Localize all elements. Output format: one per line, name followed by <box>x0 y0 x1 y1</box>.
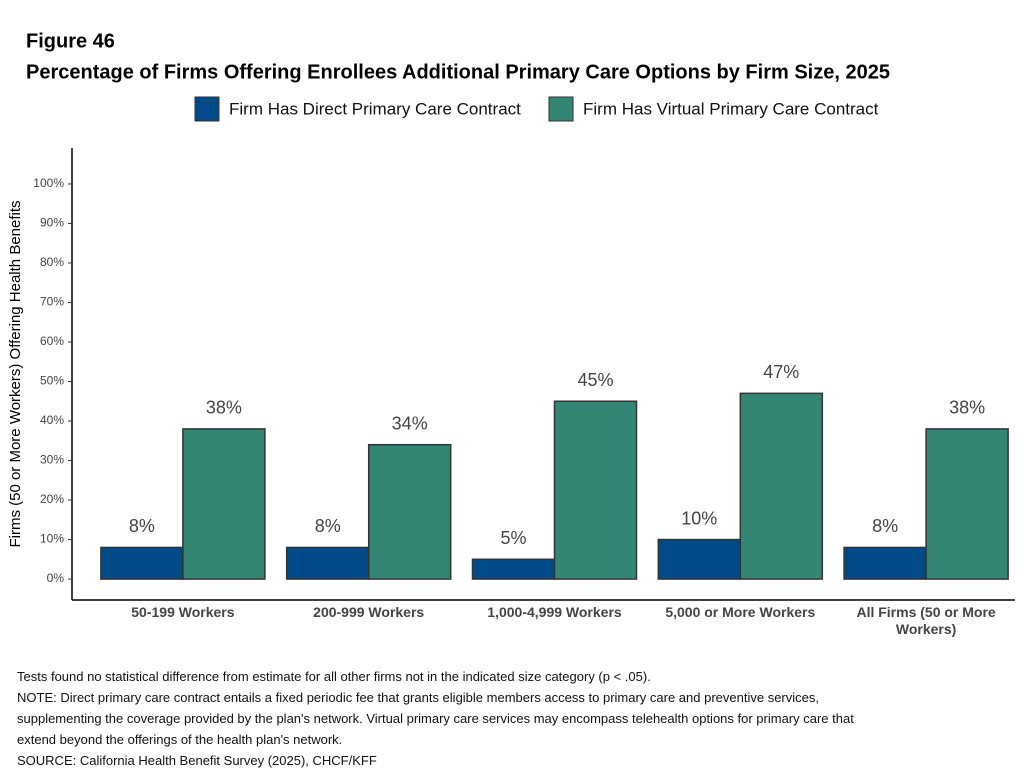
value-label: 8% <box>315 516 341 536</box>
y-tick-label: 80% <box>40 255 64 269</box>
value-label: 45% <box>577 370 613 390</box>
y-tick-label: 10% <box>40 532 64 546</box>
y-tick-label: 70% <box>40 295 64 309</box>
bar <box>843 546 927 580</box>
footnote: extend beyond the offerings of the healt… <box>17 732 343 747</box>
y-tick-label: 100% <box>33 176 64 190</box>
y-tick-label: 20% <box>40 492 64 506</box>
y-tick-label: 0% <box>47 571 65 585</box>
bar <box>367 443 452 580</box>
bar <box>285 546 370 580</box>
footnote: SOURCE: California Health Benefit Survey… <box>17 753 377 768</box>
bar <box>471 558 556 580</box>
y-tick-label: 90% <box>40 216 64 230</box>
chart-title: Figure 46 <box>26 30 115 52</box>
x-tick-label: 5,000 or More Workers <box>665 604 816 620</box>
legend-swatch <box>548 96 574 122</box>
x-tick-label: 50-199 Workers <box>131 604 235 620</box>
bar <box>657 538 742 580</box>
bar <box>739 392 824 580</box>
value-label: 10% <box>681 508 717 528</box>
bar <box>100 546 184 580</box>
chart-subtitle: Percentage of Firms Offering Enrollees A… <box>26 61 890 83</box>
footnote: Tests found no statistical difference fr… <box>17 669 651 684</box>
footnote: NOTE: Direct primary care contract entai… <box>17 690 819 705</box>
value-label: 38% <box>949 398 985 418</box>
y-tick-label: 40% <box>40 413 64 427</box>
bar <box>553 400 638 580</box>
x-tick-label: 200-999 Workers <box>313 604 425 620</box>
y-tick-label: 30% <box>40 453 64 467</box>
value-label: 5% <box>500 528 526 548</box>
bar <box>925 428 1009 580</box>
bar <box>182 428 266 580</box>
value-label: 38% <box>206 398 242 418</box>
legend-label: Firm Has Direct Primary Care Contract <box>229 99 521 118</box>
legend-swatch <box>194 96 220 122</box>
footnote: supplementing the coverage provided by t… <box>17 711 854 726</box>
y-axis-label: Firms (50 or More Workers) Offering Heal… <box>7 200 24 547</box>
x-tick-label: 1,000-4,999 Workers <box>487 604 622 620</box>
value-label: 8% <box>129 516 155 536</box>
legend-label: Firm Has Virtual Primary Care Contract <box>583 99 879 118</box>
value-label: 47% <box>763 362 799 382</box>
y-tick-label: 60% <box>40 334 64 348</box>
value-label: 8% <box>872 516 898 536</box>
y-tick-label: 50% <box>40 374 64 388</box>
x-tick-label: All Firms (50 or More Workers) <box>856 604 996 637</box>
value-label: 34% <box>392 413 428 433</box>
